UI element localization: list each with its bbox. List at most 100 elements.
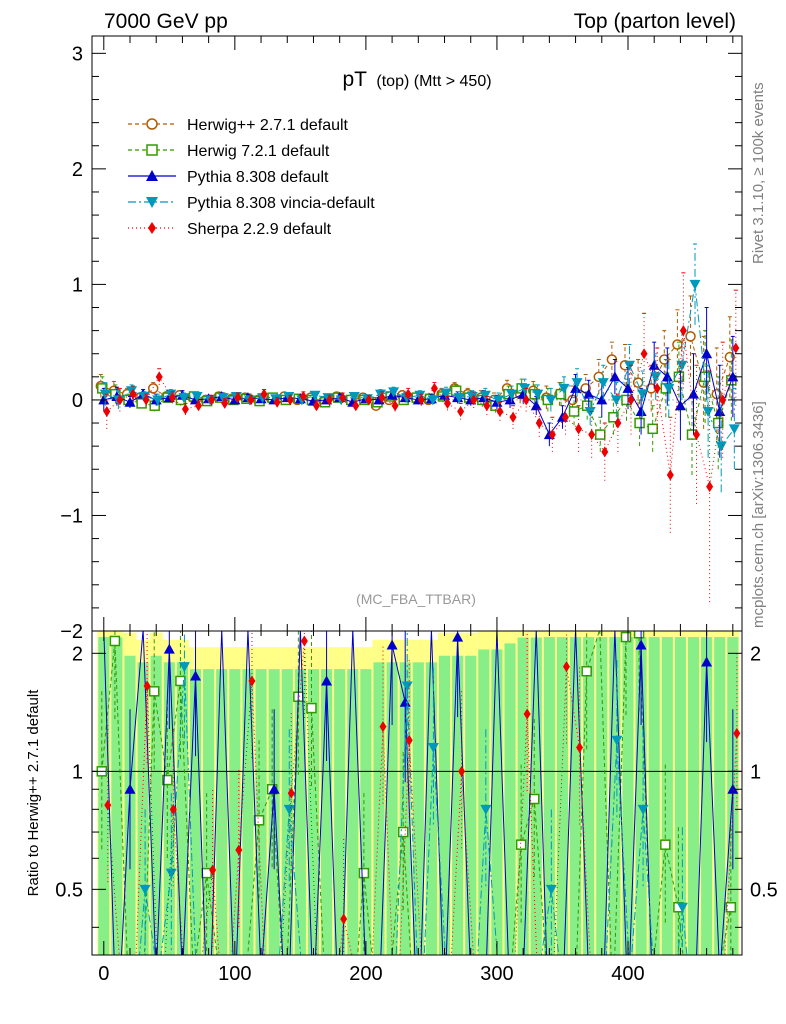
ratio-data-point: [660, 839, 671, 850]
band-green: [150, 655, 162, 955]
data-point: [689, 279, 701, 290]
ratio-data-point: [405, 734, 413, 746]
ratio-data-point: [725, 902, 737, 913]
ratio-ylabel: Ratio to Herwig++ 2.7.1 default: [25, 689, 42, 897]
data-point: [673, 371, 685, 383]
data-point: [706, 481, 714, 493]
ratio-data-point: [139, 884, 151, 895]
ratio-data-point: [300, 635, 308, 647]
ratio-data-point: [676, 902, 688, 913]
band-green: [189, 669, 202, 955]
ratio-data-point: [321, 675, 333, 686]
ratio-data-point: [253, 815, 265, 826]
band-green: [321, 669, 333, 955]
data-point: [440, 388, 452, 399]
data-point: [558, 383, 570, 394]
side-text-rivet: Rivet 3.1.10, ≥ 100k events: [750, 82, 767, 264]
data-point: [352, 400, 360, 412]
ratio-xtick-label: 0: [98, 963, 109, 985]
ratio-data-point: [143, 680, 151, 692]
band-green: [216, 669, 228, 955]
data-point: [427, 395, 439, 406]
data-point: [152, 395, 164, 406]
ratio-data-point: [287, 787, 295, 799]
ratio-data-point: [576, 742, 584, 754]
data-point: [299, 390, 307, 402]
data-point: [129, 388, 137, 400]
data-point: [365, 394, 373, 406]
data-point: [391, 400, 399, 412]
legend-marker: [146, 170, 158, 181]
legend-marker: [146, 144, 158, 156]
band-green: [687, 637, 700, 955]
ratio-data-point: [283, 804, 295, 815]
band-green: [556, 637, 569, 955]
band-green: [360, 669, 372, 955]
ratio-data-point: [148, 686, 160, 697]
data-point: [260, 388, 268, 400]
data-point: [208, 394, 216, 406]
data-point: [575, 423, 583, 435]
band-green: [596, 637, 608, 955]
data-point: [453, 393, 465, 404]
ratio-ytick-label-right: 1: [750, 761, 761, 783]
main-title-main: pT: [342, 68, 367, 91]
data-point: [273, 396, 281, 408]
data-point: [221, 397, 229, 409]
ratio-ytick-label: 2: [72, 643, 83, 665]
ratio-data-point: [727, 783, 739, 794]
data-point: [417, 394, 425, 406]
ratio-panel-frame: [91, 630, 743, 956]
data-point: [608, 412, 619, 423]
main-ytick-label: 2: [72, 159, 83, 181]
ratio-series-1: [103, 631, 739, 955]
data-point: [685, 331, 696, 342]
ratio-data-point: [268, 783, 280, 794]
data-point: [470, 394, 478, 406]
ratio-data-point: [104, 799, 112, 811]
data-point: [535, 417, 543, 429]
data-point: [712, 417, 724, 429]
series-3: [99, 243, 740, 493]
data-point: [116, 394, 124, 406]
band-green: [674, 637, 686, 955]
ratio-data-point: [620, 631, 632, 643]
data-point: [181, 403, 189, 415]
data-point: [637, 389, 649, 400]
main-ytick-label: 1: [72, 274, 83, 296]
data-point: [142, 394, 150, 406]
ratio-data-point: [562, 661, 570, 673]
band-green: [438, 655, 451, 955]
data-point: [614, 417, 622, 429]
data-point: [492, 395, 504, 406]
ratio-plot-area: [92, 631, 742, 955]
data-point: [555, 388, 567, 400]
main-ytick-label: 0: [72, 390, 83, 412]
data-point: [610, 395, 622, 406]
data-point: [326, 394, 334, 406]
data-point: [701, 348, 713, 359]
data-point: [103, 405, 111, 417]
ratio-data-point: [163, 643, 175, 654]
data-point: [457, 405, 465, 417]
legend-label: Pythia 8.308 vincia-default: [187, 195, 375, 212]
data-point: [191, 391, 203, 402]
data-point: [124, 396, 136, 407]
data-point: [609, 371, 621, 382]
data-point: [679, 325, 687, 337]
ratio-data-point: [358, 867, 370, 879]
main-ytick-label: −1: [60, 505, 83, 527]
band-green: [294, 669, 306, 955]
ratio-ytick-label-right: 0.5: [750, 879, 778, 901]
data-point: [597, 378, 609, 389]
band-green: [203, 669, 215, 955]
band-green: [622, 637, 634, 955]
ratio-data-point: [178, 662, 190, 673]
data-point: [178, 393, 190, 404]
data-point: [627, 394, 635, 406]
main-ytick-label: 3: [72, 43, 83, 65]
ratio-data-point: [190, 670, 202, 681]
data-point: [504, 394, 516, 405]
ratio-ytick-label: 1: [72, 761, 83, 783]
ratio-data-point: [633, 631, 645, 639]
